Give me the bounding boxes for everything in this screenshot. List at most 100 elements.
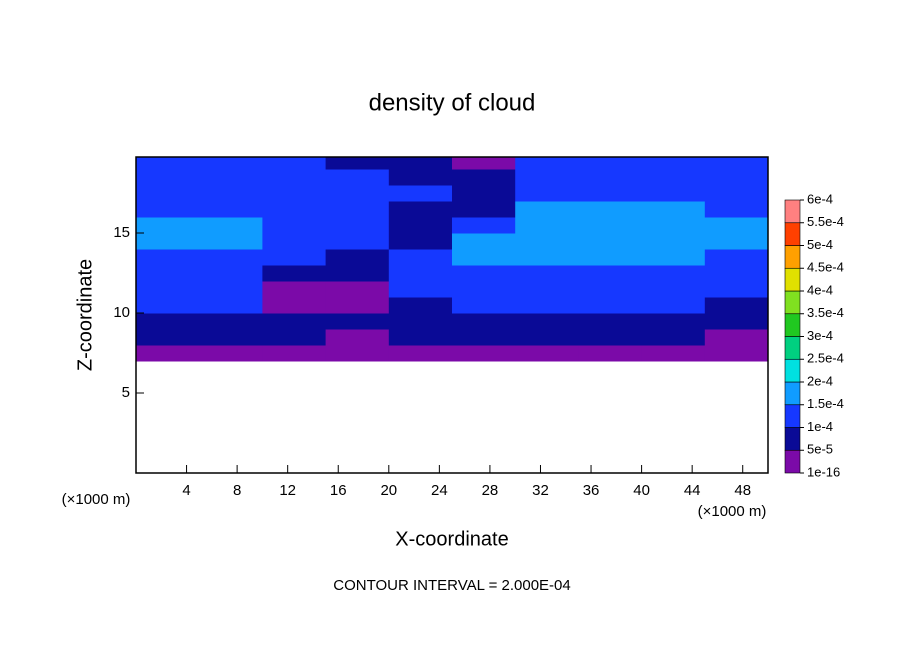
field-cell [325,249,390,266]
x-tick-label: 4 [182,482,190,499]
colorbar-label: 6e-4 [807,191,833,206]
field-cell [515,217,579,234]
colorbar-box [784,267,801,292]
x-tick-label: 32 [532,482,549,499]
colorbar-box [784,449,801,474]
x-tick-label: 12 [279,482,296,499]
field-cell [388,185,453,202]
colorbar-box [784,222,801,246]
field-cell [325,217,390,234]
field-cell [325,313,390,330]
field-cell [452,217,516,234]
field-cell [262,249,327,266]
field-cell [199,201,263,218]
field-cell [515,297,579,314]
field-cell [578,185,643,202]
field-cell [578,281,643,298]
x-tick-label: 8 [233,482,241,499]
field-cell [136,297,200,314]
colorbar-label: 1.5e-4 [807,396,844,411]
field-cell [325,329,390,346]
field-cell [515,233,579,250]
field-cell [515,329,579,346]
field-cell [199,329,263,346]
colorbar-box [784,313,801,337]
field-cell [704,185,769,202]
colorbar-label: 5e-5 [807,442,833,457]
field-cell [388,313,453,330]
field-cell [704,249,769,266]
field-cell [641,329,706,346]
field-cell [136,233,200,250]
field-cell [452,265,516,282]
field-cell [578,169,643,186]
x-tick-label: 40 [633,482,650,499]
field-cell [641,217,706,234]
field-cell [136,313,200,330]
field-cell [388,217,453,234]
field-cell [325,185,390,202]
field-cell [704,265,769,282]
field-cell [136,157,200,170]
field-cell [262,345,327,362]
field-cell [515,345,579,362]
field-cell [199,157,263,170]
field-cell [452,233,516,250]
field-cell [641,345,706,362]
field-cell [578,297,643,314]
colorbar-label: 4e-4 [807,282,833,297]
field-cell [262,281,327,298]
colorbar-box [784,199,801,224]
field-cell [262,313,327,330]
colorbar-label: 2e-4 [807,373,833,388]
field-cell [199,313,263,330]
field-cell [199,217,263,234]
x-tick-label: 28 [482,482,499,499]
field-cell [452,281,516,298]
colorbar-label: 3.5e-4 [807,305,844,320]
colorbar-label: 3e-4 [807,328,833,343]
x-tick-label: 48 [734,482,751,499]
field-cell [641,265,706,282]
field-cell [704,157,769,170]
field-cell [262,329,327,346]
colorbar-box [784,290,801,315]
field-cell [704,297,769,314]
field-cell [578,313,643,330]
field-cell [136,185,200,202]
x-tick-label: 24 [431,482,448,499]
field-cell [515,265,579,282]
field-cell [262,233,327,250]
field-cell [641,297,706,314]
colorbar-label: 1e-4 [807,419,833,434]
field-cell [388,329,453,346]
field-cell [199,265,263,282]
colorbar-box [784,245,801,269]
field-cell [388,249,453,266]
field-cell [199,233,263,250]
y-tick-label: 5 [122,384,130,401]
field-cell [641,281,706,298]
field-cell [136,281,200,298]
field-cell [388,297,453,314]
field-cell [704,169,769,186]
field-cell [515,313,579,330]
field-cell [136,217,200,234]
field-cell [262,265,327,282]
field-cell [578,329,643,346]
field-cell [262,297,327,314]
chart-title: density of cloud [369,89,536,116]
field-cell [578,265,643,282]
y-axis-label: Z-coordinate [74,259,96,371]
colorbar-label: 2.5e-4 [807,351,844,366]
field-cell [325,169,390,186]
field-cell [704,201,769,218]
field-cell [388,265,453,282]
y-tick-label: 15 [113,224,130,241]
colorbar-label: 4.5e-4 [807,260,844,275]
x-tick-label: 44 [684,482,701,499]
field-cell [704,281,769,298]
field-cell [452,297,516,314]
field-cell [262,201,327,218]
